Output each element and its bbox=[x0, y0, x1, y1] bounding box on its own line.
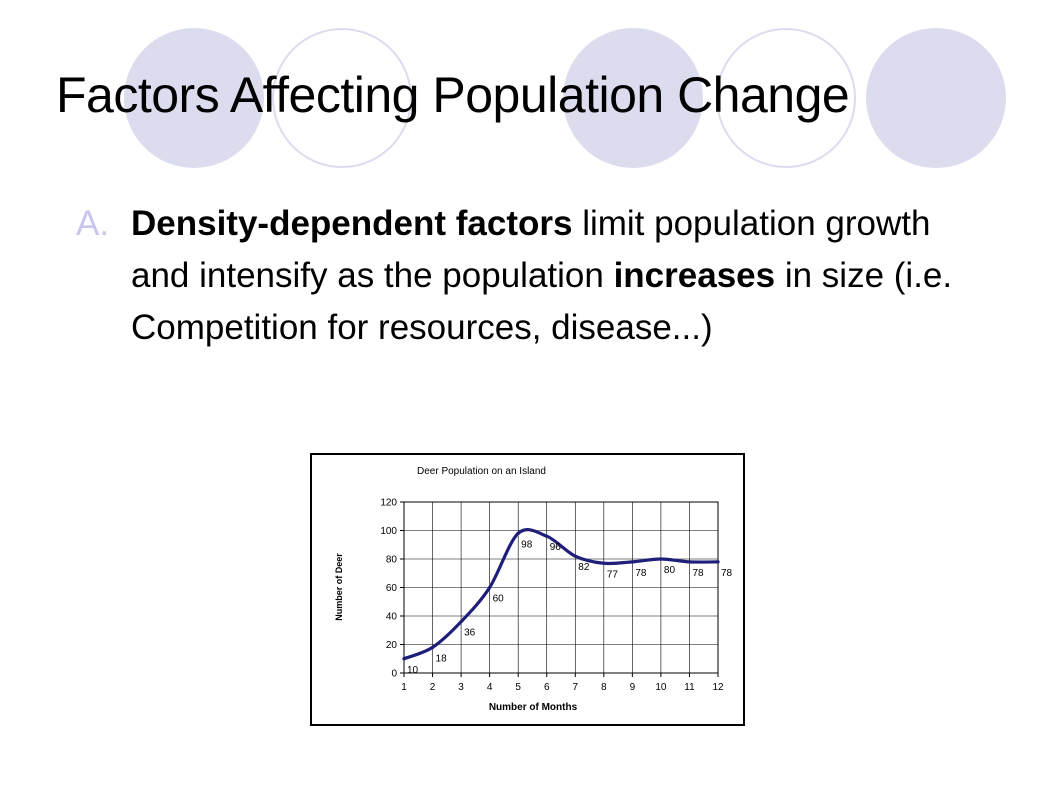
x-tick-label: 9 bbox=[630, 682, 636, 693]
chart-title: Deer Population on an Island bbox=[417, 466, 546, 477]
bullet-text: Density-dependent factors limit populati… bbox=[131, 198, 976, 354]
data-point bbox=[716, 560, 720, 564]
series-line bbox=[402, 528, 720, 661]
y-tick-label: 80 bbox=[386, 555, 398, 566]
slide-title: Factors Affecting Population Change bbox=[56, 67, 850, 123]
decorative-ring-1 bbox=[272, 28, 412, 168]
y-tick-label: 0 bbox=[391, 669, 397, 680]
data-label: 82 bbox=[578, 562, 590, 573]
data-label: 10 bbox=[407, 665, 419, 676]
bullet-bold-term: Density-dependent factors bbox=[131, 204, 573, 243]
x-tick-label: 4 bbox=[487, 682, 493, 693]
data-point bbox=[687, 560, 692, 564]
data-point bbox=[630, 560, 634, 564]
y-tick-label: 20 bbox=[386, 640, 398, 651]
bullet-text-part-1: limit population growth and intensify as… bbox=[131, 204, 931, 295]
bullet-point: A. Density-dependent factors limit popul… bbox=[76, 198, 976, 354]
data-label: 98 bbox=[521, 539, 533, 550]
x-tick-label: 8 bbox=[601, 682, 607, 693]
x-tick-label: 2 bbox=[430, 682, 436, 693]
data-point bbox=[545, 534, 549, 538]
data-label: 36 bbox=[464, 628, 476, 639]
x-tick-label: 3 bbox=[458, 682, 464, 693]
x-tick-label: 5 bbox=[515, 682, 521, 693]
data-point bbox=[402, 657, 406, 661]
decorative-circle-2 bbox=[563, 28, 703, 168]
data-point bbox=[459, 620, 463, 624]
x-tick-label: 1 bbox=[401, 682, 407, 693]
data-point bbox=[602, 561, 606, 565]
data-label: 78 bbox=[635, 568, 647, 579]
x-axis-label: Number of Months bbox=[489, 702, 578, 713]
data-point bbox=[516, 531, 520, 535]
data-label: 77 bbox=[607, 569, 619, 580]
y-tick-label: 40 bbox=[386, 612, 398, 623]
data-label: 60 bbox=[493, 594, 505, 605]
data-point bbox=[573, 554, 577, 558]
decorative-circle-1 bbox=[124, 28, 264, 168]
x-tick-label: 11 bbox=[684, 682, 695, 693]
y-tick-label: 120 bbox=[380, 498, 397, 509]
bullet-bold-increases: increases bbox=[613, 256, 776, 295]
data-label: 78 bbox=[692, 568, 704, 579]
data-label: 80 bbox=[664, 565, 676, 576]
y-axis-label: Number of Deer bbox=[334, 553, 344, 621]
x-tick-label: 12 bbox=[712, 682, 724, 693]
x-tick-label: 6 bbox=[544, 682, 550, 693]
bullet-text-part-2: in size (i.e. Competition for resources,… bbox=[131, 256, 953, 347]
x-tick-label: 10 bbox=[655, 682, 667, 693]
bullet-marker: A. bbox=[76, 204, 110, 243]
data-label: 78 bbox=[721, 568, 733, 579]
data-point bbox=[430, 645, 435, 649]
data-label: 18 bbox=[436, 653, 448, 664]
y-tick-label: 100 bbox=[380, 526, 397, 537]
y-tick-label: 60 bbox=[386, 583, 398, 594]
chart-frame: Deer Population on an Island Number of D… bbox=[310, 453, 745, 726]
x-tick-label: 7 bbox=[572, 682, 578, 693]
line-chart: Deer Population on an Island Number of D… bbox=[334, 466, 733, 713]
decorative-circle-3 bbox=[866, 28, 1006, 168]
data-point bbox=[488, 585, 492, 590]
data-point bbox=[659, 557, 663, 561]
data-label: 96 bbox=[550, 542, 562, 553]
decorative-ring-2 bbox=[716, 28, 856, 168]
